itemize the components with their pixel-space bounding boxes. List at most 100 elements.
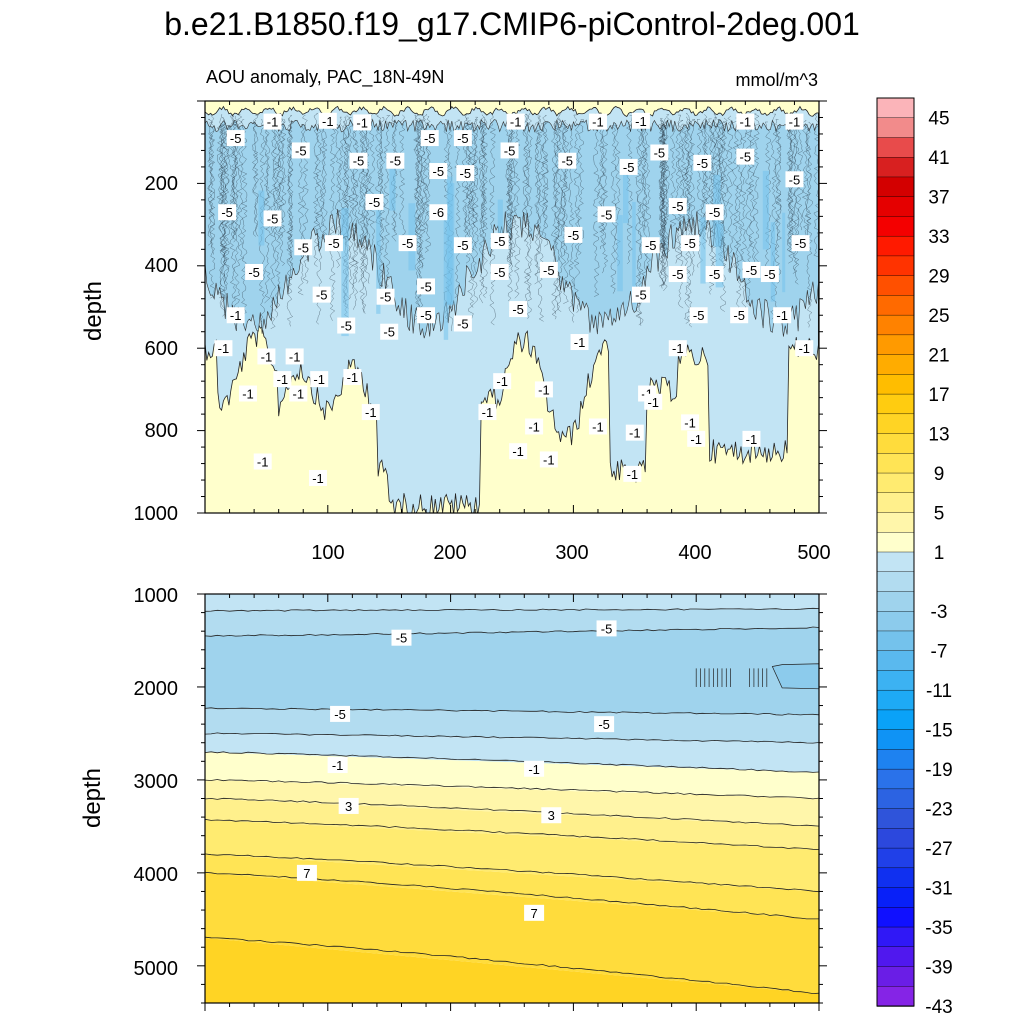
upper-contour-line [368,115,376,250]
colorbar-box [876,611,915,632]
upper-contour-label: -5 [795,236,807,251]
upper-contour-line [523,113,531,303]
upper-contour-line [740,116,747,313]
colorbar-box [876,176,915,198]
upper-contour-line [610,125,617,294]
upper-contour-label-bg [453,315,472,332]
upper-units-title: mmol/m^3 [736,70,818,90]
lower-contour-label: 3 [345,799,352,814]
upper-contour-label: -1 [543,452,555,467]
colorbar-box [876,887,915,909]
colorbar-box [876,689,915,711]
colorbar-box [876,453,915,474]
upper-contour-label: -1 [257,455,269,470]
upper-contour-line [732,117,739,269]
colorbar-box [876,986,915,1007]
upper-contour-label: -1 [629,426,641,441]
upper-contour-label-bg [238,385,257,402]
lower-contour-label-bg [391,629,412,646]
upper-contour-label: -5 [353,154,365,169]
lower-noise-patch [771,663,819,690]
upper-contour-label-bg [312,286,331,303]
upper-contour-label-bg [478,404,497,421]
lower-contour-label-bg [596,620,617,637]
upper-contour-label-bg [785,113,804,130]
upper-contour-line [399,114,406,246]
upper-contour-label: -1 [776,308,788,323]
upper-contour-line [472,116,479,249]
colorbar-label: 33 [928,227,949,248]
upper-contour-line [240,119,248,316]
upper-contour-label: -5 [420,279,432,294]
colorbar-box [876,472,915,494]
colorbar-box [876,334,915,356]
upper-contour-label: -5 [267,211,279,226]
upper-contour-label-bg [353,114,372,131]
upper-contour-label: -5 [420,308,432,323]
lower-contour-band [205,937,819,1003]
upper-contour-label-bg [681,235,700,252]
lower-y-tick-label: 1000 [134,585,179,607]
upper-contour-line [280,119,287,234]
upper-contour-label-bg [742,430,761,447]
upper-contour-label-bg [791,235,810,252]
upper-plot-frame [204,100,820,514]
upper-contour-label-bg [689,307,708,324]
upper-contour-label-bg [534,381,553,398]
colorbar-label: 29 [928,267,949,288]
upper-contour-line [663,114,670,264]
upper-contour-label-bg [693,154,712,171]
upper-contour-label-bg [597,206,616,223]
colorbar-label: 41 [928,148,949,169]
lower-contour-band [205,752,819,799]
upper-contour-line [675,114,682,264]
upper-contour-label: -5 [561,154,573,169]
upper-contour-label-bg [453,130,472,147]
upper-contour-label-bg [365,193,384,210]
upper-contour-label: -1 [574,335,586,350]
upper-contour-line [489,114,497,326]
upper-contour-label: -5 [380,290,392,305]
upper-x-tick-label: 500 [797,542,830,564]
lower-contour-band [205,779,819,827]
upper-contour-label-bg [361,404,380,421]
colorbar-label: -27 [925,839,952,860]
upper-contour-line [551,121,558,320]
lower-contour-label: 3 [548,808,555,823]
colorbar-label: 9 [934,464,945,485]
colorbar-labels: 45 41 37 33 29 25 21 17 13 9 5 1 -3 -7 -11 -15 -19 -23 -27… [925,109,952,1018]
lower-contour-line [205,607,819,612]
upper-contour-label-bg [343,369,362,386]
upper-contour-label-bg [289,385,308,402]
upper-contour-line [506,114,514,259]
colorbar-box [876,393,915,415]
upper-contour-label: -5 [457,238,469,253]
upper-contour-label-bg [493,373,512,390]
upper-contour-line [454,119,461,299]
colorbar-box [876,275,915,297]
upper-deep-anomaly-patch [341,207,349,337]
upper-contour-label: -5 [494,234,506,249]
upper-contour-label-bg [429,163,448,180]
upper-contour-line [806,121,813,328]
upper-contour-line [562,120,570,304]
upper-contour-label-bg [641,237,660,254]
upper-contour-label: -5 [390,154,402,169]
colorbar-label: 45 [928,109,949,130]
colorbar-box [876,847,915,869]
colorbar-box [876,867,915,889]
upper-deep-anomaly-patch [443,215,449,340]
upper-contour-label: -5 [297,240,309,255]
lower-contour-line [205,818,819,850]
upper-contour-label-bg [263,210,282,227]
upper-contour-line [577,119,585,256]
upper-contour-label-bg [380,323,399,340]
upper-x-tick-label: 200 [433,542,466,564]
upper-deep-anomaly-patch [715,223,724,288]
upper-contour-line [223,125,231,284]
upper-contour-label: -5 [457,316,469,331]
upper-contour-label-bg [773,307,792,324]
upper-deep-anomaly-patch [389,167,396,211]
upper-contour-label: -5 [672,199,684,214]
upper-contour-label-bg [619,158,638,175]
